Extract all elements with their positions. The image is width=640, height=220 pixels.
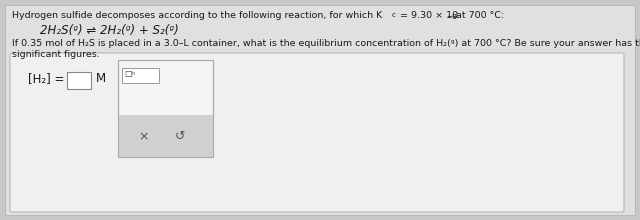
Text: n: n (130, 71, 134, 76)
FancyBboxPatch shape (5, 5, 635, 215)
Text: −8: −8 (446, 14, 457, 20)
Text: [H₂] =: [H₂] = (28, 72, 65, 85)
FancyBboxPatch shape (118, 115, 213, 157)
Text: significant figures.: significant figures. (12, 50, 100, 59)
Text: c: c (392, 12, 396, 18)
FancyBboxPatch shape (122, 68, 159, 83)
FancyBboxPatch shape (10, 53, 624, 212)
Text: ×: × (138, 130, 148, 143)
Text: 2H₂S(ᵍ) ⇌ 2H₂(ᵍ) + S₂(ᵍ): 2H₂S(ᵍ) ⇌ 2H₂(ᵍ) + S₂(ᵍ) (40, 24, 179, 37)
Text: at 700 °C:: at 700 °C: (453, 11, 504, 20)
Text: If 0.35 mol of H₂S is placed in a 3.0–L container, what is the equilibrium conce: If 0.35 mol of H₂S is placed in a 3.0–L … (12, 39, 640, 48)
Text: ↺: ↺ (175, 130, 186, 143)
FancyBboxPatch shape (67, 72, 91, 89)
Text: □: □ (124, 69, 132, 78)
Text: = 9.30 × 10: = 9.30 × 10 (397, 11, 458, 20)
Text: M: M (96, 72, 106, 85)
FancyBboxPatch shape (118, 60, 213, 115)
Text: Hydrogen sulfide decomposes according to the following reaction, for which K: Hydrogen sulfide decomposes according to… (12, 11, 382, 20)
